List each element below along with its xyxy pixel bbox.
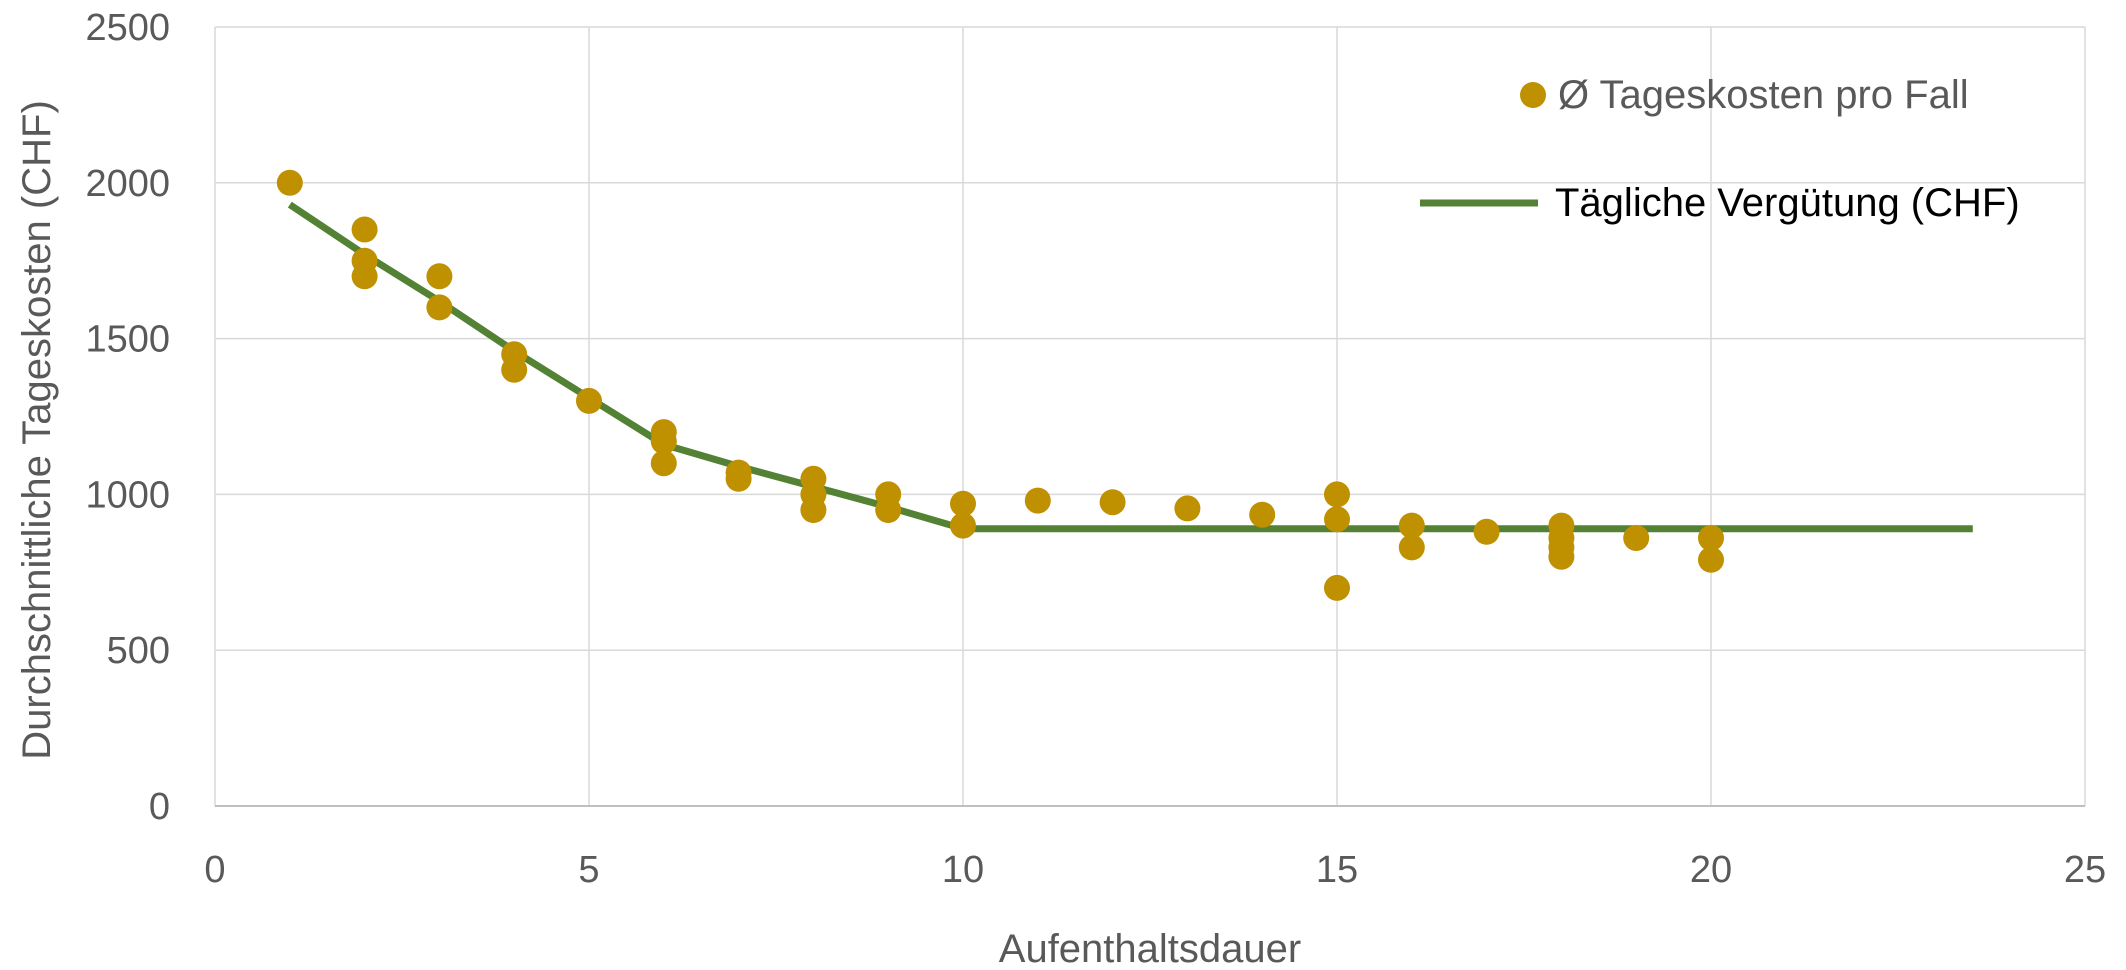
scatter-point	[1548, 543, 1575, 570]
scatter-point	[351, 263, 378, 290]
y-tick-label: 0	[149, 786, 170, 828]
scatter-point	[1024, 487, 1051, 514]
x-tick-label: 20	[1690, 849, 1732, 891]
scatter-point	[426, 263, 453, 290]
scatter-point	[950, 490, 976, 517]
y-tick-label: 1000	[85, 474, 170, 516]
line-series	[287, 201, 1973, 533]
scatter-point	[1698, 546, 1724, 573]
scatter-point	[1249, 501, 1276, 528]
gridlines	[214, 26, 2086, 806]
x-tick-label: 0	[204, 849, 225, 891]
scatter-point	[1398, 512, 1425, 539]
y-tick-label: 500	[107, 630, 170, 672]
x-tick-label: 10	[942, 849, 984, 891]
scatter-point	[950, 512, 976, 539]
scatter-point	[1698, 525, 1724, 551]
scatter-point	[650, 428, 677, 455]
scatter-point	[1324, 481, 1350, 508]
scatter-point	[800, 497, 827, 523]
y-tick-label: 2000	[85, 163, 170, 205]
scatter-point	[351, 216, 378, 243]
scatter-point	[875, 497, 902, 523]
scatter-series	[276, 169, 1724, 601]
scatter-point	[650, 450, 677, 477]
y-tick-labels: 0 500 1000 1500 2000 2500	[85, 7, 170, 828]
scatter-point	[1099, 489, 1126, 516]
y-tick-label: 2500	[85, 7, 170, 49]
scatter-point	[725, 465, 752, 492]
x-tick-label: 5	[578, 849, 599, 891]
legend: Ø Tageskosten pro Fall Tägliche Vergütun…	[1420, 73, 2020, 225]
x-tick-label: 25	[2064, 849, 2106, 891]
y-axis-title: Durchschnittliche Tageskosten (CHF)	[15, 100, 59, 760]
x-tick-labels: 0 5 10 15 20 25	[204, 849, 2106, 891]
scatter-point	[1324, 574, 1350, 601]
scatter-point	[501, 356, 528, 383]
scatter-point	[426, 294, 453, 321]
scatter-point	[1174, 495, 1201, 522]
scatter-point	[576, 387, 602, 414]
x-tick-label: 15	[1316, 849, 1358, 891]
legend-marker-scatter	[1520, 82, 1546, 108]
legend-label-scatter: Ø Tageskosten pro Fall	[1558, 73, 1969, 117]
scatter-point	[1324, 506, 1350, 533]
scatter-point	[1473, 518, 1500, 545]
line-reimbursement	[287, 201, 1973, 533]
legend-label-line: Tägliche Vergütung (CHF)	[1555, 181, 2020, 225]
scatter-point	[1398, 534, 1425, 561]
y-tick-label: 1500	[85, 319, 170, 361]
scatter-point	[1623, 525, 1650, 551]
scatter-point	[276, 169, 303, 196]
x-axis-title: Aufenthaltsdauer	[999, 927, 1301, 970]
